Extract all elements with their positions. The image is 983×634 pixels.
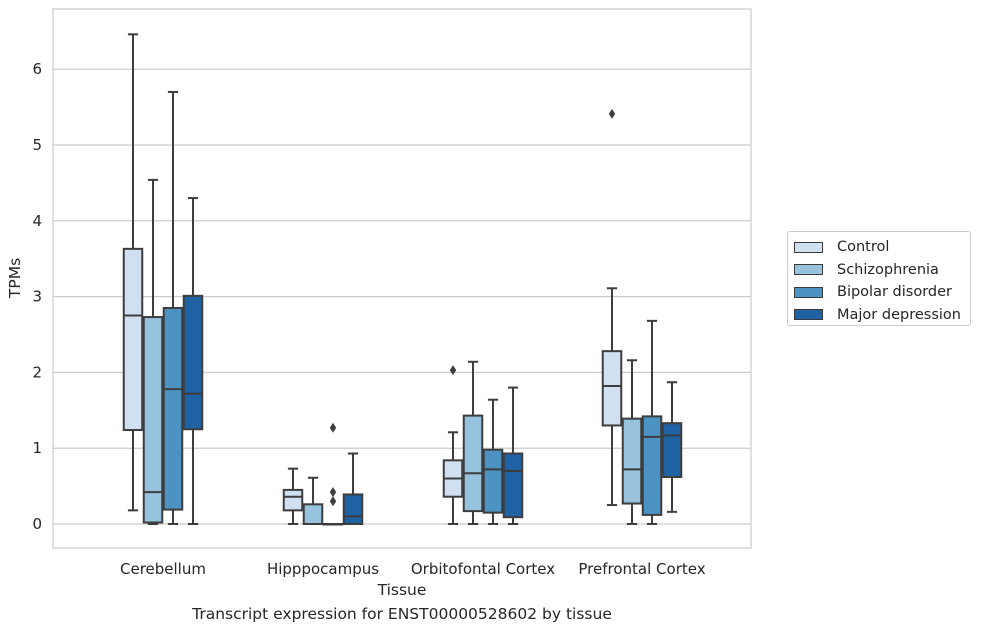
- box-plot: [462, 360, 484, 525]
- box-iqr: [302, 503, 324, 525]
- y-tick-labels: 0 1 2 3 4 5 6: [32, 60, 42, 533]
- y-tick-label: 6: [32, 60, 42, 78]
- y-tick-label: 5: [32, 136, 42, 154]
- box-iqr: [502, 452, 524, 519]
- box-iqr: [641, 415, 663, 516]
- box-plot: [482, 398, 504, 525]
- box-iqr: [162, 306, 184, 511]
- legend-swatch-major-depression: [794, 309, 823, 321]
- y-tick-label: 2: [32, 363, 42, 381]
- x-tick-label: Hipppocampus: [267, 560, 379, 578]
- box-plot: [342, 452, 364, 525]
- x-tick-labels: Cerebellum Hipppocampus Orbitofontal Corte…: [120, 560, 706, 578]
- x-tick-label: Prefrontal Cortex: [578, 560, 705, 578]
- box-iqr: [482, 448, 504, 514]
- y-tick-label: 1: [32, 439, 42, 457]
- box-plots: [122, 33, 683, 526]
- x-tick-label: Orbitofontal Cortex: [411, 560, 555, 578]
- y-tick-label: 0: [32, 515, 42, 533]
- outlier-point: [329, 496, 337, 507]
- legend-item-bipolar-disorder: Bipolar disorder: [794, 281, 964, 304]
- outlier-point: [608, 108, 616, 119]
- box-plot: [502, 386, 524, 525]
- box-plot: [621, 359, 643, 525]
- legend-label: Major depression: [837, 306, 961, 323]
- box-iqr: [601, 350, 623, 427]
- box-iqr: [142, 316, 164, 524]
- legend-label: Schizophrenia: [837, 261, 939, 278]
- box-plot: [442, 365, 464, 525]
- legend-item-major-depression: Major depression: [794, 304, 964, 327]
- box-plot: [322, 422, 344, 526]
- outlier-point: [449, 365, 457, 376]
- legend-swatch-schizophrenia: [794, 264, 823, 276]
- legend-item-control: Control: [794, 236, 964, 259]
- box-iqr: [661, 422, 683, 479]
- box-iqr: [621, 417, 643, 505]
- box-iqr: [462, 414, 484, 513]
- y-tick-label: 4: [32, 212, 42, 230]
- legend-item-schizophrenia: Schizophrenia: [794, 259, 964, 282]
- box-plot: [661, 381, 683, 513]
- outlier-point: [329, 487, 337, 498]
- box-iqr: [182, 294, 204, 431]
- box-plot: [282, 467, 304, 525]
- box-iqr: [122, 247, 144, 432]
- y-axis-label: TPMs: [6, 258, 24, 299]
- box-plot: [142, 178, 164, 525]
- legend: Control Schizophrenia Bipolar disorder M…: [787, 231, 971, 326]
- x-axis-label: Tissue: [377, 581, 427, 599]
- box-plot: [302, 476, 324, 525]
- box-plot: [182, 197, 204, 525]
- legend-label: Bipolar disorder: [837, 284, 952, 301]
- box-iqr: [342, 493, 364, 525]
- legend-swatch-control: [794, 241, 823, 253]
- y-tick-label: 3: [32, 288, 42, 306]
- box-plot: [162, 90, 184, 525]
- box-plot: [122, 33, 144, 512]
- legend-swatch-bipolar-disorder: [794, 286, 823, 298]
- outlier-point: [329, 422, 337, 433]
- legend-label: Control: [837, 239, 890, 256]
- plot-frame: [52, 8, 752, 549]
- box-plot: [641, 319, 663, 525]
- box-plot: [601, 108, 623, 507]
- box-iqr: [282, 488, 304, 512]
- x-tick-label: Cerebellum: [120, 560, 206, 578]
- chart-title: Transcript expression for ENST0000052860…: [192, 605, 612, 623]
